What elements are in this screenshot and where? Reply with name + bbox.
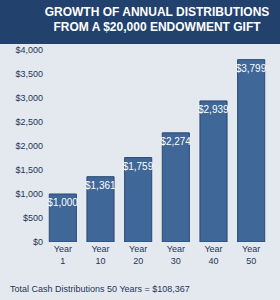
svg-text:$1,361: $1,361	[85, 180, 116, 191]
svg-text:$2,500: $2,500	[15, 117, 43, 127]
svg-text:$2,274: $2,274	[160, 136, 191, 147]
svg-text:GROWTH OF ANNUAL DISTRIBUTIONS: GROWTH OF ANNUAL DISTRIBUTIONSFROM A $20…	[45, 5, 270, 35]
svg-text:$1,000: $1,000	[15, 189, 43, 199]
svg-text:$2,000: $2,000	[15, 141, 43, 151]
svg-text:$1,500: $1,500	[15, 165, 43, 175]
svg-text:$3,000: $3,000	[15, 93, 43, 103]
svg-text:$3,500: $3,500	[15, 69, 43, 79]
svg-text:Year1: Year1	[54, 244, 72, 266]
svg-text:$1,000: $1,000	[47, 197, 78, 208]
svg-text:Year40: Year40	[204, 244, 222, 266]
svg-text:$1,759: $1,759	[123, 161, 154, 172]
svg-text:$0: $0	[33, 237, 43, 247]
svg-text:Year30: Year30	[167, 244, 185, 266]
svg-text:$4,000: $4,000	[15, 45, 43, 55]
svg-text:Year50: Year50	[242, 244, 260, 266]
svg-text:$3,799: $3,799	[236, 63, 267, 74]
svg-text:Total Cash Distributions 50 Ye: Total Cash Distributions 50 Years = $108…	[10, 284, 190, 294]
svg-text:Year10: Year10	[91, 244, 109, 266]
svg-text:Year20: Year20	[129, 244, 147, 266]
svg-text:$500: $500	[23, 213, 43, 223]
svg-text:$2,939: $2,939	[198, 104, 229, 115]
